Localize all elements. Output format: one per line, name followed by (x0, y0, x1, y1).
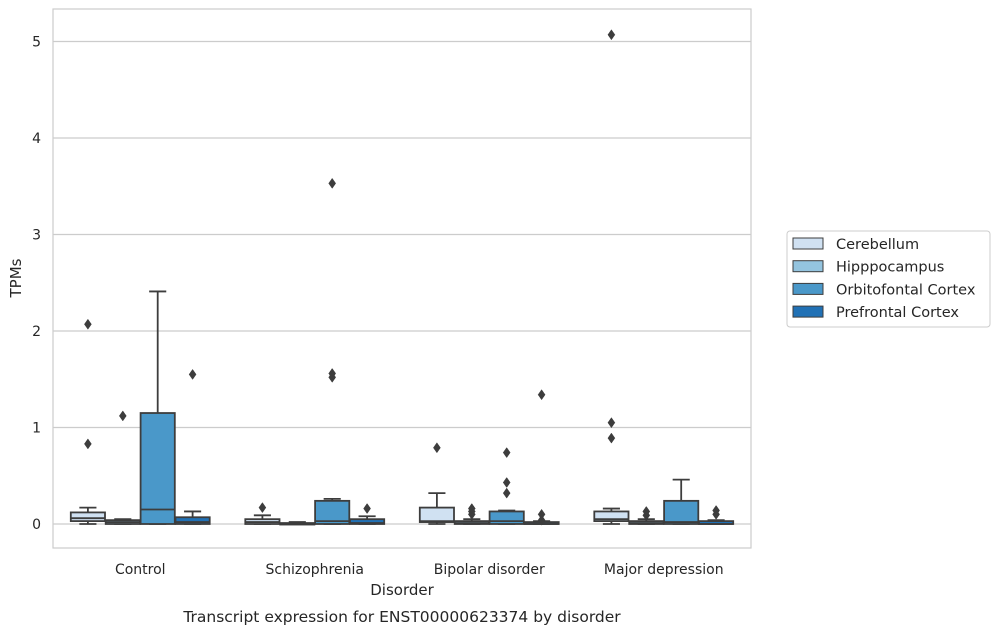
chart-caption: Transcript expression for ENST0000062337… (182, 608, 621, 626)
legend-label: Cerebellum (836, 237, 919, 253)
x-axis-ticks: Control Schizophrenia Bipolar disorder Majo… (115, 562, 724, 578)
box-body (139, 412, 176, 525)
box-2-1 (453, 503, 490, 525)
y-tick-label: 5 (32, 35, 41, 51)
box-2-0 (418, 442, 455, 525)
outlier-point (328, 177, 337, 189)
outlier-point (537, 508, 546, 520)
outlier-point (502, 487, 511, 499)
y-axis-label: TPMs (7, 258, 25, 298)
box-2-3 (523, 389, 560, 526)
box-body (349, 518, 386, 525)
x-tick-label: Control (115, 562, 166, 578)
box-body (593, 510, 630, 523)
y-axis-ticks: 0 1 2 3 4 5 (32, 35, 41, 534)
plot-frame (52, 8, 752, 549)
outlier-point (502, 447, 511, 459)
legend-items: Cerebellum Hipppocampus Orbitofontal Corte… (792, 237, 976, 321)
box-1-3 (349, 503, 386, 525)
legend-swatch (792, 260, 824, 273)
legend-label: Orbitofontal Cortex (836, 282, 976, 298)
box-1-1 (279, 521, 316, 526)
outlier-point (433, 442, 441, 454)
box-body (418, 506, 455, 523)
outlier-point (607, 432, 616, 444)
legend-label: Prefrontal Cortex (836, 305, 959, 321)
outlier-point (642, 506, 651, 517)
y-tick-label: 4 (32, 131, 41, 147)
outlier-point (188, 368, 197, 380)
y-tick-label: 1 (32, 421, 41, 437)
box-3-0 (593, 29, 630, 525)
box-1-2 (314, 177, 351, 525)
outlier-point (467, 503, 476, 514)
box-0-0 (69, 318, 106, 525)
box-3-1 (628, 506, 665, 525)
x-axis-label: Disorder (370, 581, 434, 599)
x-tick-label: Schizophrenia (266, 562, 364, 578)
box-body (69, 511, 106, 523)
outlier-point (84, 318, 92, 330)
box-0-2 (139, 290, 176, 525)
outlier-point (607, 417, 616, 429)
outlier-point (258, 502, 267, 514)
x-tick-label: Bipolar disorder (434, 562, 545, 578)
box-body (174, 516, 211, 525)
box-0-3 (174, 368, 211, 525)
legend-swatch (792, 305, 824, 318)
y-tick-label: 3 (32, 228, 41, 244)
box-2-2 (488, 447, 525, 525)
legend-swatch (792, 237, 824, 250)
y-tick-label: 2 (32, 324, 41, 340)
box-3-3 (698, 505, 735, 525)
legend-frame (786, 230, 991, 328)
outlier-point (328, 368, 337, 379)
outlier-point (502, 477, 511, 488)
box-body (488, 510, 525, 525)
outlier-point (712, 505, 720, 516)
x-tick-label: Major depression (604, 562, 724, 578)
box-3-2 (663, 478, 700, 525)
legend-label: Hipppocampus (836, 260, 944, 276)
legend-swatch (792, 282, 824, 295)
y-tick-label: 0 (32, 517, 41, 533)
outlier-point (118, 410, 127, 422)
legend: Cerebellum Hipppocampus Orbitofontal Corte… (786, 230, 991, 328)
box-body (314, 499, 351, 525)
box-1-0 (244, 502, 281, 525)
outlier-point (84, 438, 92, 450)
outlier-point (607, 29, 616, 41)
outlier-point (537, 389, 546, 401)
outlier-point (363, 503, 371, 514)
box-series (69, 29, 735, 526)
outlier-point (537, 514, 546, 526)
box-body (663, 499, 700, 525)
